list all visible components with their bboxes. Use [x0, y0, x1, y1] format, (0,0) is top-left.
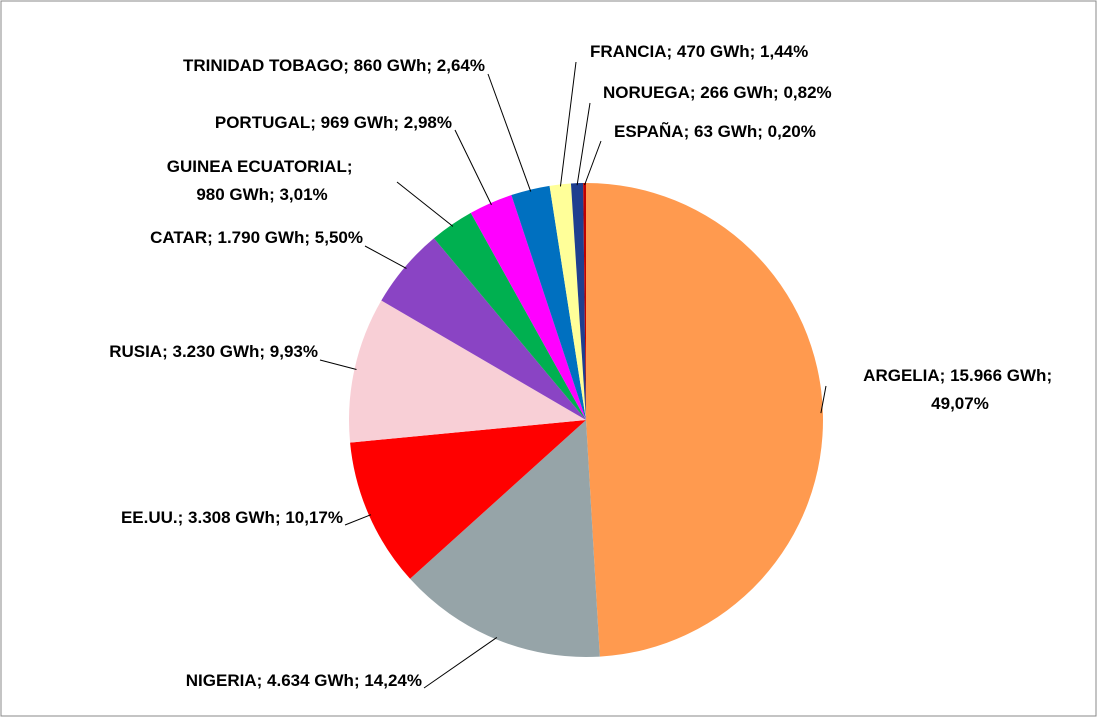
leader-line	[344, 514, 372, 526]
label-part: 969 GWh	[321, 113, 394, 132]
leader-line	[319, 359, 357, 371]
label-part: ;	[354, 671, 364, 690]
label-part: 14,24%	[364, 671, 422, 690]
label-part: 2,98%	[404, 113, 452, 132]
pie-slice	[381, 238, 586, 420]
label-part: ;	[393, 113, 403, 132]
leader-line	[423, 637, 498, 689]
label-part: ;	[347, 157, 357, 176]
label-part: ;	[1046, 366, 1056, 385]
label-part: 4.634 GWh	[267, 671, 354, 690]
pie-slice	[511, 185, 586, 420]
leader-line	[454, 129, 492, 206]
pie-slice	[470, 195, 586, 420]
leader-line	[364, 245, 407, 269]
data-label: NORUEGA; 266 GWh; 0,82%	[603, 83, 832, 102]
pie-slice	[410, 420, 600, 657]
data-label: TRINIDAD TOBAGO; 860 GWh; 2,64%	[183, 56, 485, 75]
label-part: 3.230 GWh	[172, 342, 259, 361]
label-part: 10,17%	[285, 508, 343, 527]
label-part: ;	[310, 113, 320, 132]
label-part: ARGELIA	[863, 366, 940, 385]
data-label: CATAR; 1.790 GWh; 5,50%	[150, 228, 363, 247]
label-part: NORUEGA	[603, 83, 690, 102]
label-part: PORTUGAL	[215, 113, 310, 132]
label-part: ;	[684, 122, 694, 141]
pie-slice	[586, 183, 823, 657]
label-part: 3,01%	[279, 185, 327, 204]
label-part: 266 GWh	[700, 83, 773, 102]
data-label: ARGELIA; 15.966 GWh; 49,07%	[863, 366, 1057, 413]
label-part: ;	[757, 122, 767, 141]
leader-line	[487, 73, 532, 192]
label-part: ;	[667, 42, 677, 61]
label-part: 0,82%	[783, 83, 831, 102]
data-label: FRANCIA; 470 GWh; 1,44%	[590, 42, 808, 61]
label-part: 63 GWh	[694, 122, 757, 141]
label-part: 49,07%	[931, 394, 989, 413]
label-part: ;	[257, 671, 267, 690]
label-part: 860 GWh	[354, 56, 427, 75]
leader-line	[820, 385, 827, 414]
label-part: ;	[426, 56, 436, 75]
label-part: 980 GWh	[196, 185, 269, 204]
label-part: ;	[178, 508, 188, 527]
data-label: ESPAÑA; 63 GWh; 0,20%	[614, 121, 816, 141]
label-part: 2,64%	[437, 56, 485, 75]
label-part: ;	[269, 185, 279, 204]
leader-line	[576, 102, 591, 186]
label-part: ;	[162, 342, 172, 361]
label-part: ;	[343, 56, 353, 75]
label-part: 15.966 GWh	[950, 366, 1046, 385]
leader-line	[559, 61, 577, 187]
pie-slice	[549, 183, 586, 420]
label-part: 1.790 GWh	[217, 228, 304, 247]
label-part: ;	[207, 228, 217, 247]
label-part: ;	[259, 342, 269, 361]
label-part: ;	[940, 366, 950, 385]
label-part: CATAR	[150, 228, 207, 247]
label-part: EE.UU.	[121, 508, 178, 527]
label-part: 1,44%	[760, 42, 808, 61]
label-part: 0,20%	[768, 122, 816, 141]
label-part: 470 GWh	[677, 42, 750, 61]
label-part: GUINEA ECUATORIAL	[167, 157, 347, 176]
data-label: PORTUGAL; 969 GWh; 2,98%	[215, 113, 452, 132]
label-part: FRANCIA	[590, 42, 667, 61]
label-part: ESPAÑA	[614, 121, 684, 141]
pie-slice	[348, 300, 586, 443]
pie-slice	[583, 183, 586, 420]
label-part: 3.308 GWh	[188, 508, 275, 527]
leader-line	[584, 140, 602, 186]
label-part: ;	[275, 508, 285, 527]
data-label: EE.UU.; 3.308 GWh; 10,17%	[121, 508, 343, 527]
label-part: ;	[773, 83, 783, 102]
label-part: 5,50%	[315, 228, 363, 247]
data-label: RUSIA; 3.230 GWh; 9,93%	[109, 342, 318, 361]
leader-line	[396, 181, 454, 227]
label-part: ;	[750, 42, 760, 61]
data-label: NIGERIA; 4.634 GWh; 14,24%	[186, 671, 422, 690]
label-part: 9,93%	[270, 342, 318, 361]
label-part: ;	[690, 83, 700, 102]
pie-slice	[570, 183, 586, 420]
pie-slice	[350, 420, 586, 579]
label-part: RUSIA	[109, 342, 162, 361]
data-label: GUINEA ECUATORIAL; 980 GWh; 3,01%	[167, 157, 357, 204]
label-part: ;	[304, 228, 314, 247]
pie-slice	[433, 212, 586, 420]
label-part: TRINIDAD TOBAGO	[183, 56, 343, 75]
label-part: NIGERIA	[186, 671, 257, 690]
